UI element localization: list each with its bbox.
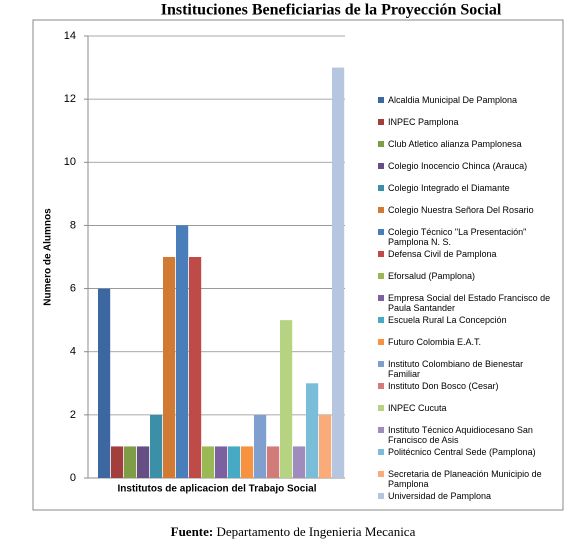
- y-tick-label: 8: [70, 219, 76, 231]
- y-axis-label: Numero de Alumnos: [43, 208, 54, 306]
- bar: [176, 225, 189, 478]
- caption-label: Fuente:: [171, 524, 214, 539]
- legend-label: Eforsalud (Pamplona): [388, 271, 476, 281]
- legend-swatch: [378, 251, 384, 257]
- y-tick-label: 14: [64, 30, 76, 42]
- legend-item: Politécnico Central Sede (Pamplona): [378, 447, 553, 457]
- x-axis-label: Institutos de aplicacion del Trabajo Soc…: [118, 484, 317, 495]
- caption: Fuente: Departamento de Ingenieria Mecan…: [171, 524, 416, 539]
- legend-item: INPEC Cucuta: [378, 403, 553, 413]
- y-tick-label: 4: [70, 346, 76, 358]
- legend-label: Instituto Don Bosco (Cesar): [388, 381, 499, 391]
- legend-swatch: [378, 229, 384, 235]
- legend-label: Colegio Integrado el Diamante: [388, 183, 510, 193]
- legend-item: Escuela Rural La Concepción: [378, 315, 553, 325]
- legend-swatch: [378, 163, 384, 169]
- legend-item: Colegio Inocencio Chinca (Arauca): [378, 161, 553, 171]
- legend-item: Universidad de Pamplona: [378, 491, 553, 501]
- bar: [189, 257, 202, 478]
- legend-swatch: [378, 295, 384, 301]
- legend-label: Universidad de Pamplona: [388, 491, 492, 501]
- legend-swatch: [378, 471, 384, 477]
- bar: [332, 67, 345, 479]
- legend-label: Instituto Colombiano de Bienestar Famili…: [388, 359, 524, 379]
- y-tick-label: 10: [64, 156, 76, 168]
- legend-item: Alcaldia Municipal De Pamplona: [378, 95, 553, 105]
- legend-label: Colegio Nuestra Señora Del Rosario: [388, 205, 534, 215]
- legend-label: INPEC Pamplona: [388, 117, 459, 127]
- legend-swatch: [378, 449, 384, 455]
- legend-item: Defensa Civil de Pamplona: [378, 249, 553, 259]
- bar: [215, 446, 228, 478]
- legend-label: Defensa Civil de Pamplona: [388, 249, 497, 259]
- legend-label: Colegio Inocencio Chinca (Arauca): [388, 161, 528, 171]
- legend-label: INPEC Cucuta: [388, 403, 447, 413]
- y-tick-label: 6: [70, 282, 76, 294]
- chart-title: Instituciones Beneficiarias de la Proyec…: [161, 2, 502, 19]
- legend-item: Colegio Nuestra Señora Del Rosario: [378, 205, 553, 215]
- bar: [267, 446, 280, 478]
- caption-text: Departamento de Ingenieria Mecanica: [216, 524, 415, 539]
- legend-swatch: [378, 273, 384, 279]
- y-tick-label: 0: [70, 472, 76, 484]
- legend-item: INPEC Pamplona: [378, 117, 553, 127]
- legend-swatch: [378, 493, 384, 499]
- legend-swatch: [378, 361, 384, 367]
- legend-item: Empresa Social del Estado Francisco de P…: [378, 293, 553, 313]
- bar: [124, 446, 137, 478]
- legend-label: Alcaldia Municipal De Pamplona: [388, 95, 518, 105]
- bar: [137, 446, 150, 478]
- y-tick-label: 12: [64, 93, 76, 105]
- legend-swatch: [378, 339, 384, 345]
- legend-item: Futuro Colombia E.A.T.: [378, 337, 553, 347]
- bar: [202, 446, 215, 478]
- bar: [228, 446, 241, 478]
- bar: [150, 414, 163, 478]
- y-tick-label: 2: [70, 409, 76, 421]
- legend-swatch: [378, 317, 384, 323]
- legend-swatch: [378, 427, 384, 433]
- legend-item: Instituto Técnico Aquidiocesano San Fran…: [378, 425, 553, 445]
- legend-swatch: [378, 405, 384, 411]
- legend-swatch: [378, 97, 384, 103]
- bar: [111, 446, 124, 478]
- legend-swatch: [378, 185, 384, 191]
- legend-item: Club Atletico alianza Pamplonesa: [378, 139, 553, 149]
- legend-swatch: [378, 207, 384, 213]
- bar: [241, 446, 254, 478]
- legend-swatch: [378, 141, 384, 147]
- bar: [163, 257, 176, 478]
- legend-item: Secretaria de Planeación Municipio de Pa…: [378, 469, 553, 489]
- legend-item: Instituto Colombiano de Bienestar Famili…: [378, 359, 553, 379]
- legend-item: Instituto Don Bosco (Cesar): [378, 381, 553, 391]
- bar: [254, 414, 267, 478]
- bar: [319, 414, 332, 478]
- legend-item: Colegio Integrado el Diamante: [378, 183, 553, 193]
- legend-swatch: [378, 383, 384, 389]
- bar: [98, 288, 111, 478]
- legend-label: Escuela Rural La Concepción: [388, 315, 507, 325]
- bar: [306, 383, 319, 478]
- legend-label: Politécnico Central Sede (Pamplona): [388, 447, 536, 457]
- chart-border: [32, 19, 564, 511]
- legend-label: Club Atletico alianza Pamplonesa: [388, 139, 522, 149]
- bar: [280, 320, 293, 478]
- legend-label: Secretaria de Planeación Municipio de Pa…: [388, 469, 542, 489]
- legend-label: Colegio Técnico "La Presentación" Pamplo…: [388, 227, 527, 247]
- legend-swatch: [378, 119, 384, 125]
- legend-label: Futuro Colombia E.A.T.: [388, 337, 482, 347]
- legend-item: Colegio Técnico "La Presentación" Pamplo…: [378, 227, 553, 247]
- bar: [293, 446, 306, 478]
- legend-item: Eforsalud (Pamplona): [378, 271, 553, 281]
- legend-label: Empresa Social del Estado Francisco de P…: [388, 293, 551, 313]
- legend-label: Instituto Técnico Aquidiocesano San Fran…: [388, 425, 533, 445]
